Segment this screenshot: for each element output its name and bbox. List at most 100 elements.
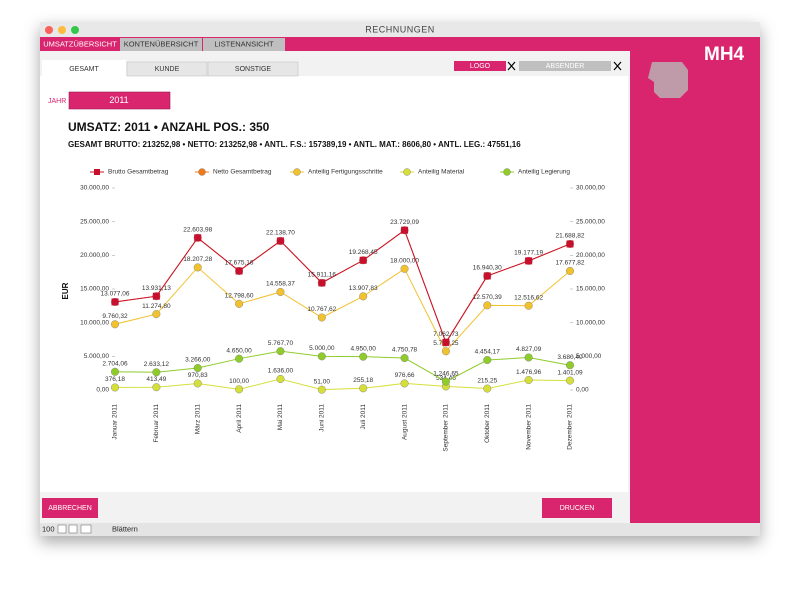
data-label: 2.704,06 — [102, 361, 128, 368]
data-label: 11.274,80 — [142, 303, 171, 310]
data-point — [276, 374, 285, 383]
data-point — [483, 272, 491, 280]
data-point — [193, 364, 202, 373]
data-label: 4.750,78 — [392, 347, 418, 354]
close-button[interactable] — [45, 26, 53, 34]
data-label: 5.000,00 — [309, 345, 335, 352]
subtab-label[interactable]: KUNDE — [155, 66, 180, 73]
subtab[interactable] — [207, 61, 299, 77]
tab-label[interactable]: LISTENANSICHT — [214, 39, 274, 48]
data-label: 4.454,17 — [475, 349, 501, 356]
tab-label[interactable]: KONTENÜBERSICHT — [124, 39, 199, 48]
data-point — [111, 298, 119, 306]
button-label[interactable]: LOGO — [470, 63, 491, 70]
data-point — [152, 383, 161, 392]
data-label: 16.940,30 — [473, 265, 502, 272]
x-tick-label: April 2011 — [236, 404, 243, 433]
y-axis-label: EUR — [61, 282, 70, 299]
side-panel — [630, 51, 760, 523]
data-point — [400, 379, 409, 388]
data-point — [193, 379, 202, 388]
data-point — [566, 376, 575, 385]
data-label: 23.729,09 — [390, 219, 419, 226]
data-label: 17.675,16 — [225, 260, 254, 267]
data-point — [400, 264, 409, 273]
remove-sender[interactable] — [613, 61, 622, 71]
data-point — [276, 237, 284, 245]
series-line — [114, 378, 571, 391]
layout-toggle[interactable] — [80, 524, 92, 534]
legend-marker — [403, 168, 411, 176]
year-field[interactable] — [68, 91, 171, 110]
subtab[interactable] — [42, 60, 126, 76]
legend-label: Anteilig Material — [418, 169, 465, 176]
year-label: JAHR — [48, 98, 66, 105]
data-point — [566, 266, 575, 275]
y2-tick-label: 25.000,00 — [576, 218, 605, 225]
data-point — [235, 354, 244, 363]
data-label: 13.077,06 — [101, 291, 130, 298]
subtab[interactable] — [126, 61, 208, 77]
data-label: 3.266,00 — [185, 357, 211, 364]
data-point — [400, 354, 409, 363]
data-label: 21.688,82 — [556, 233, 585, 240]
data-point — [441, 377, 450, 386]
data-label: 376,18 — [105, 376, 125, 383]
mode-label: Blättern — [112, 524, 138, 533]
data-point — [525, 257, 533, 265]
legend-label: Brutto Gesamtbetrag — [108, 169, 169, 176]
data-label: 15.911,16 — [308, 272, 337, 279]
data-point — [110, 367, 119, 376]
x-tick-label: November 2011 — [525, 404, 532, 450]
data-label: 976,66 — [395, 372, 415, 379]
data-point — [483, 356, 492, 365]
series-line — [114, 350, 571, 383]
zoom-in[interactable] — [68, 524, 78, 534]
data-label: 19.177,19 — [514, 250, 543, 257]
x-tick-label: Dezember 2011 — [567, 404, 574, 450]
sender-button[interactable] — [519, 61, 611, 71]
data-label: 18.000,00 — [390, 258, 419, 265]
y-tick-label: 30.000,00 — [80, 185, 109, 192]
zoom-level: 100 — [42, 524, 55, 533]
button-label[interactable]: ABSENDER — [546, 63, 585, 70]
minimize-button[interactable] — [58, 26, 66, 34]
brand-logo: MH4 — [704, 44, 745, 65]
chart: 0,00 5.000,00 10.000,00 15.000,00 20.000,00 2… — [80, 168, 605, 452]
year-value[interactable]: 2011 — [109, 95, 128, 105]
chart-subtitle: GESAMT BRUTTO: 213252,98 • NETTO: 213252… — [68, 140, 521, 149]
button-label[interactable]: ABBRECHEN — [48, 505, 92, 512]
y-tick-label: 5.000,00 — [84, 353, 110, 360]
data-label: 13.907,83 — [349, 285, 378, 292]
subtab-label[interactable]: SONSTIGE — [235, 66, 272, 73]
data-point — [110, 383, 119, 392]
data-point — [359, 352, 368, 361]
cancel-button[interactable] — [42, 498, 98, 518]
data-label: 1.246,65 — [433, 370, 459, 377]
tab[interactable] — [120, 38, 202, 51]
legend-marker — [503, 168, 511, 176]
data-label: 17.677,82 — [556, 260, 585, 267]
print-button[interactable] — [542, 498, 612, 518]
tab-label[interactable]: UMSATZÜBERSICHT — [43, 39, 117, 48]
y2-tick-label: 0,00 — [576, 387, 589, 394]
tab[interactable] — [203, 38, 285, 51]
button-label[interactable]: DRUCKEN — [560, 505, 595, 512]
status-bar — [40, 523, 760, 536]
data-point — [359, 384, 368, 393]
y2-tick-label: 20.000,00 — [576, 252, 605, 259]
zoom-out[interactable] — [57, 524, 67, 534]
subtab-label[interactable]: GESAMT — [69, 66, 99, 73]
data-label: 3.680,40 — [557, 354, 583, 361]
x-tick-label: Oktober 2011 — [484, 404, 491, 443]
legend-marker — [198, 168, 206, 176]
zoom-button[interactable] — [71, 26, 79, 34]
data-label: 255,18 — [353, 377, 373, 384]
legend-label: Anteilig Fertigungsschritte — [308, 169, 383, 176]
data-label: 22.603,98 — [183, 227, 212, 234]
x-tick-label: Juli 2011 — [360, 404, 367, 430]
logo-button[interactable] — [454, 61, 506, 71]
y-tick-label: 25.000,00 — [80, 218, 109, 225]
remove-logo[interactable] — [507, 61, 516, 71]
data-point — [359, 292, 368, 301]
